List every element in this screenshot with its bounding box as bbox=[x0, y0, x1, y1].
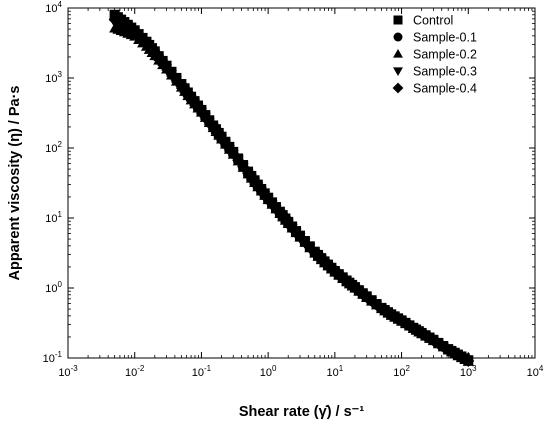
y-tick-label: 101 bbox=[45, 210, 62, 225]
x-tick-label: 10-3 bbox=[58, 364, 78, 379]
data-point bbox=[245, 171, 258, 184]
x-tick-label: 102 bbox=[393, 364, 410, 379]
y-tick-label: 10-1 bbox=[43, 350, 63, 365]
data-point bbox=[156, 57, 169, 70]
x-tick-label: 101 bbox=[327, 364, 344, 379]
data-point bbox=[248, 176, 261, 189]
legend-label: Control bbox=[413, 14, 453, 28]
legend-label: Sample-0.3 bbox=[413, 65, 477, 79]
data-point bbox=[207, 121, 220, 134]
y-tick-label: 104 bbox=[45, 0, 62, 15]
y-axis-title: Apparent viscosity (η) / Pa·s bbox=[7, 86, 23, 281]
plot-frame bbox=[67, 7, 536, 359]
x-tick-label: 104 bbox=[527, 364, 544, 379]
legend: Control Sample-0.1 Sample-0.2 Sample-0.3 Sam… bbox=[392, 14, 477, 96]
series-sample-0-4 bbox=[108, 13, 475, 368]
x-tick-label: 10-2 bbox=[125, 364, 145, 379]
x-tick-label: 10-1 bbox=[192, 364, 212, 379]
x-tick-label: 103 bbox=[460, 364, 477, 379]
y-tick-label: 100 bbox=[45, 280, 62, 295]
data-markers bbox=[108, 9, 475, 368]
legend-marker bbox=[393, 32, 403, 42]
legend-label: Sample-0.4 bbox=[413, 82, 477, 96]
x-tick-label: 100 bbox=[260, 364, 277, 379]
legend-marker bbox=[393, 67, 403, 76]
legend-label: Sample-0.2 bbox=[413, 48, 477, 62]
x-axis-title: Shear rate (γ̇) / s⁻¹ bbox=[239, 404, 364, 420]
y-tick-label: 102 bbox=[45, 140, 62, 155]
legend-label: Sample-0.1 bbox=[413, 31, 477, 45]
legend-marker bbox=[392, 82, 404, 94]
plot-axes: 10-3 10-2 10-1 100 101 102 103 104 10-1 100 101 102… bbox=[43, 0, 544, 379]
axis-titles: Shear rate (γ̇) / s⁻¹ Apparent viscosity … bbox=[7, 86, 364, 421]
legend-marker bbox=[393, 49, 403, 58]
y-tick-label: 103 bbox=[45, 70, 62, 85]
legend-marker bbox=[393, 15, 403, 25]
data-point bbox=[462, 355, 475, 368]
